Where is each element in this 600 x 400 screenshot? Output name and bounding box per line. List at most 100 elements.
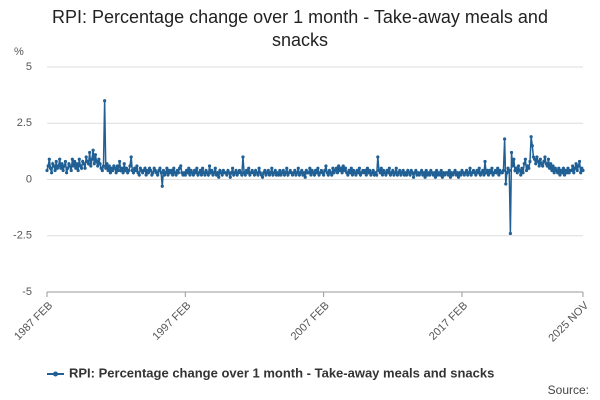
data-point [522,162,526,166]
data-point [122,162,126,166]
data-point [378,171,382,175]
data-point [414,168,418,173]
data-point [557,166,561,170]
data-point [70,157,74,161]
data-point [446,173,450,177]
data-point [497,173,501,177]
data-point [260,175,265,179]
data-point [166,173,170,177]
data-point [356,171,360,175]
data-point [335,171,340,175]
data-point [529,135,533,139]
data-point [337,164,341,168]
data-point [315,171,319,175]
data-point [508,231,512,236]
data-point [447,168,451,173]
data-point [137,173,141,177]
data-point [63,159,68,164]
data-point [151,171,155,175]
data-point [411,175,416,179]
data-point [120,166,124,170]
data-point [285,166,289,170]
data-point [309,173,313,177]
data-point [68,164,72,168]
data-point [368,168,372,173]
chart-title: RPI: Percentage change over 1 month - Ta… [52,7,548,50]
data-point [161,168,166,173]
data-point [73,159,77,164]
data-point [105,162,109,166]
data-point [384,173,388,177]
data-point [489,171,493,175]
data-point [104,166,108,170]
data-point [509,150,514,155]
data-point [339,166,343,170]
data-point [438,173,442,177]
data-point [243,173,247,177]
data-point [560,171,564,175]
data-point [229,171,234,175]
data-point [549,162,553,166]
data-point [277,173,281,177]
data-point [537,164,541,168]
data-point [128,164,132,168]
data-point [532,157,537,161]
data-point [308,166,312,170]
data-point [521,171,525,175]
data-point [82,162,86,166]
data-point [54,159,58,164]
data-point [435,168,439,173]
data-point [158,166,162,170]
data-point [300,168,304,173]
data-point [66,166,70,170]
data-point [571,164,575,168]
data-point [474,173,478,177]
data-point [116,168,121,173]
data-point [131,171,136,175]
data-point [490,166,494,170]
data-point [91,148,95,152]
data-point [115,164,119,168]
data-point [507,168,511,173]
data-point [428,173,432,177]
data-point [134,168,138,173]
data-point [572,171,576,175]
data-point [371,168,375,173]
data-point [62,164,66,168]
data-point [195,166,199,170]
data-point [52,164,56,168]
data-point [433,175,438,179]
data-point [47,157,51,161]
data-point [135,164,139,168]
data-point [165,166,169,170]
data-point [354,173,358,177]
data-point [528,159,532,164]
data-point [79,166,84,170]
data-point [516,164,521,168]
data-point [169,168,174,173]
data-point [113,166,117,170]
data-point [71,164,76,168]
y-tick-label: -2.5 [13,230,32,242]
data-point [179,164,183,168]
data-point [88,150,92,155]
data-point [89,164,93,168]
data-point [534,162,538,166]
data-point [375,173,379,177]
data-point [482,173,486,177]
data-point [228,175,232,179]
x-tick-label: 2025 NOV [546,299,591,344]
data-point [111,168,115,173]
data-point [245,171,250,175]
data-point [504,182,508,186]
data-point [114,171,118,175]
data-point [512,157,516,161]
data-point [420,168,424,173]
data-point [171,173,175,177]
data-point [515,171,519,175]
data-point [547,166,552,170]
data-point [84,155,88,159]
data-point [270,166,274,170]
data-point [422,171,426,175]
